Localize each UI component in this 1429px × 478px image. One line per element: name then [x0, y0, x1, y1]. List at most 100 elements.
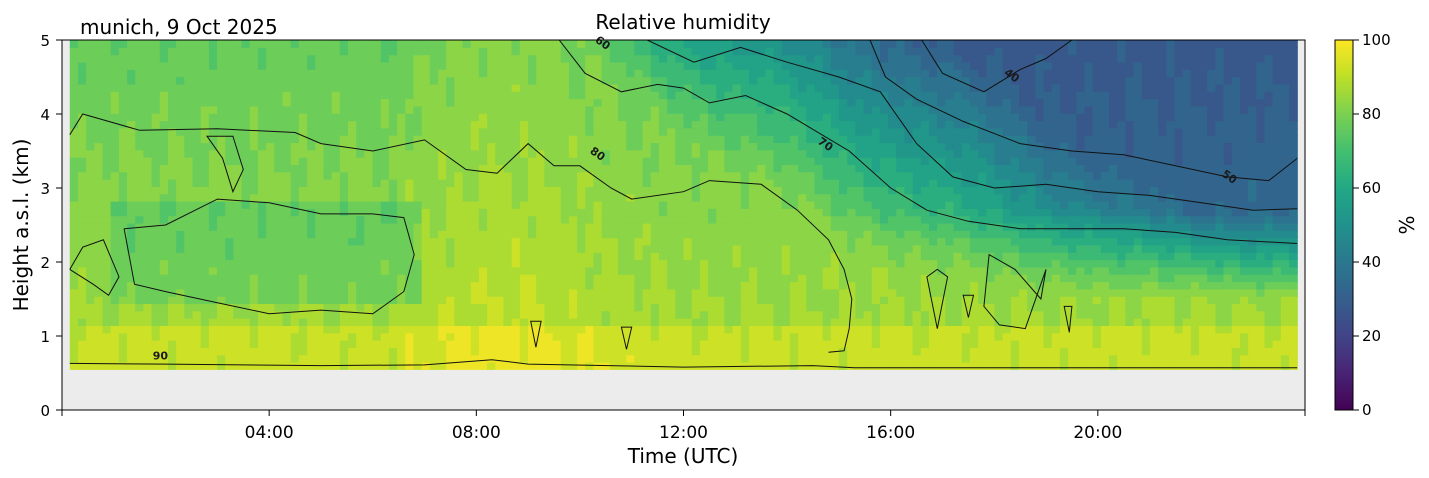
heat-cell	[699, 200, 709, 209]
heat-cell	[307, 296, 316, 305]
heat-cell	[658, 222, 668, 231]
heat-cell	[798, 179, 807, 187]
heat-cell	[626, 310, 635, 319]
heat-cell	[757, 310, 766, 319]
heat-cell	[536, 69, 545, 78]
heat-cell	[683, 237, 693, 246]
heat-cell	[290, 120, 300, 129]
heat-cell	[454, 340, 464, 348]
heat-cell	[159, 40, 169, 48]
heat-cell	[421, 296, 431, 305]
heat-cell	[372, 347, 382, 356]
heat-cell	[798, 54, 807, 63]
heat-cell	[708, 288, 717, 297]
heat-cell	[708, 325, 717, 334]
heat-cell	[855, 200, 865, 209]
heat-cell	[699, 237, 709, 246]
heat-cell	[585, 142, 595, 151]
heat-cell	[945, 113, 955, 122]
heat-cell	[896, 98, 906, 107]
heat-cell	[544, 113, 554, 122]
heat-cell	[86, 361, 95, 370]
heat-cell	[863, 47, 873, 56]
heat-cell	[257, 310, 267, 319]
heat-cell	[429, 83, 439, 92]
heat-cell	[462, 288, 472, 297]
heat-cell	[838, 179, 848, 187]
heat-cell	[347, 208, 357, 217]
heat-cell	[920, 127, 930, 136]
heat-cell	[331, 61, 341, 70]
heat-cell	[470, 237, 480, 246]
heat-cell	[454, 347, 464, 356]
heat-cell	[176, 288, 185, 297]
heat-cell	[806, 200, 816, 209]
heat-cell	[593, 340, 603, 348]
heat-cell	[904, 200, 914, 209]
heat-cell	[879, 332, 889, 341]
heat-cell	[601, 332, 611, 341]
heat-cell	[830, 318, 840, 326]
heat-cell	[397, 230, 406, 239]
heat-cell	[896, 200, 906, 209]
heat-cell	[495, 113, 505, 122]
heat-cell	[282, 40, 292, 48]
heat-cell	[266, 200, 275, 209]
heat-cell	[814, 288, 824, 297]
heat-cell	[945, 347, 955, 356]
heat-cell	[961, 105, 971, 114]
heat-cell	[298, 347, 308, 356]
heat-cell	[388, 91, 398, 100]
heat-cell	[765, 259, 775, 268]
heat-cell	[593, 98, 603, 107]
heat-cell	[274, 91, 284, 100]
heat-cell	[315, 259, 325, 268]
heat-cell	[830, 200, 840, 209]
heat-cell	[143, 149, 153, 158]
heat-cell	[871, 120, 881, 129]
heat-cell	[176, 47, 185, 56]
heat-cell	[675, 171, 685, 180]
heat-cell	[503, 127, 513, 136]
heat-cell	[217, 274, 226, 283]
heat-cell	[135, 296, 145, 305]
heat-cell	[372, 127, 382, 136]
heat-cell	[478, 113, 488, 122]
heat-cell	[151, 230, 161, 239]
heat-cell	[748, 325, 758, 334]
heat-cell	[667, 237, 676, 246]
heat-cell	[397, 98, 406, 107]
heat-cell	[724, 303, 734, 312]
heat-cell	[822, 266, 832, 275]
heat-cell	[708, 303, 717, 312]
heat-cell	[544, 149, 554, 158]
heat-cell	[200, 222, 210, 231]
heat-cell	[765, 222, 775, 231]
heat-cell	[388, 83, 398, 92]
heat-cell	[691, 237, 701, 246]
heat-cell	[135, 318, 145, 326]
heat-cell	[495, 164, 505, 173]
heat-cell	[282, 186, 292, 195]
heat-cell	[593, 142, 603, 151]
heat-cell	[127, 310, 136, 319]
heat-cell	[789, 310, 799, 319]
heat-cell	[879, 142, 889, 151]
heat-cell	[814, 252, 824, 261]
heat-cell	[920, 288, 930, 297]
heat-cell	[405, 332, 415, 341]
heat-cell	[94, 296, 104, 305]
heat-cell	[953, 296, 963, 305]
heat-cell	[757, 252, 766, 261]
heat-cell	[618, 61, 627, 70]
heat-cell	[249, 54, 259, 63]
heat-cell	[127, 252, 136, 261]
heat-cell	[364, 347, 374, 356]
heat-cell	[716, 193, 726, 202]
heat-cell	[405, 76, 415, 85]
heat-cell	[233, 98, 243, 107]
heat-cell	[405, 281, 415, 290]
heat-cell	[421, 237, 431, 246]
heat-cell	[298, 91, 308, 100]
heat-cell	[577, 98, 586, 107]
